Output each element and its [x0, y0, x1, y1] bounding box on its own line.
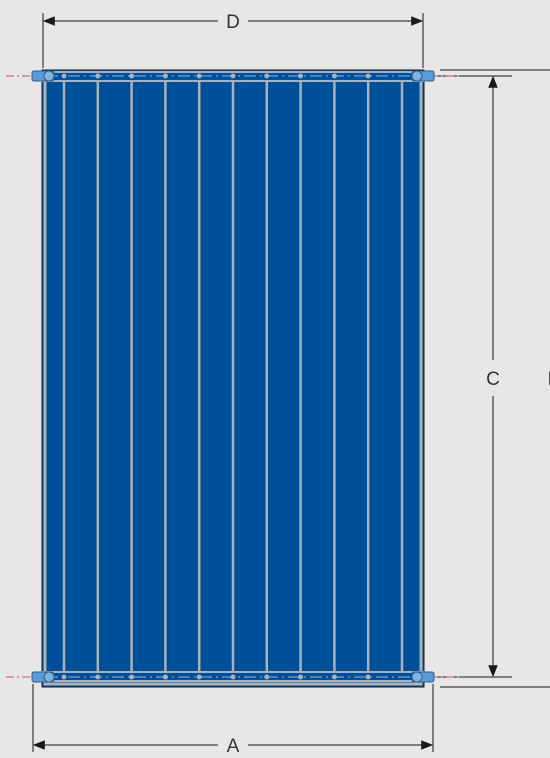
- riser-joint: [61, 73, 67, 79]
- riser-joint: [365, 674, 371, 680]
- riser-joint: [196, 674, 202, 680]
- dimension-c: C: [438, 75, 512, 678]
- riser-joint: [264, 674, 270, 680]
- fitting-bottom-left: [31, 671, 55, 683]
- solar-collector-panel: [31, 69, 435, 688]
- riser-joint: [230, 674, 236, 680]
- fitting-top-right: [411, 70, 435, 82]
- riser-tubes: [61, 73, 404, 680]
- riser-joint: [365, 73, 371, 79]
- riser-joint: [162, 73, 168, 79]
- riser-joint: [230, 73, 236, 79]
- fitting-top-left: [31, 70, 55, 82]
- dimension-a: A: [32, 684, 434, 757]
- riser-joint: [95, 674, 101, 680]
- riser-joint: [264, 73, 270, 79]
- dimension-label-c: C: [486, 369, 500, 390]
- riser-joint: [196, 73, 202, 79]
- dimension-d: D: [42, 12, 424, 68]
- riser-joint: [162, 674, 168, 680]
- dimension-label-d: D: [226, 12, 240, 33]
- connection-centerlines: [6, 75, 460, 678]
- riser-joint: [298, 674, 304, 680]
- riser-joint: [129, 674, 135, 680]
- riser-joint: [95, 73, 101, 79]
- riser-joint: [129, 73, 135, 79]
- riser-joint: [331, 73, 337, 79]
- riser-joint: [298, 73, 304, 79]
- dimension-label-a: A: [227, 736, 240, 757]
- riser-joint: [61, 674, 67, 680]
- fitting-bottom-right: [411, 671, 435, 683]
- riser-joint: [331, 674, 337, 680]
- dimension-label-b: B: [548, 369, 550, 390]
- dimension-b: B: [440, 69, 550, 688]
